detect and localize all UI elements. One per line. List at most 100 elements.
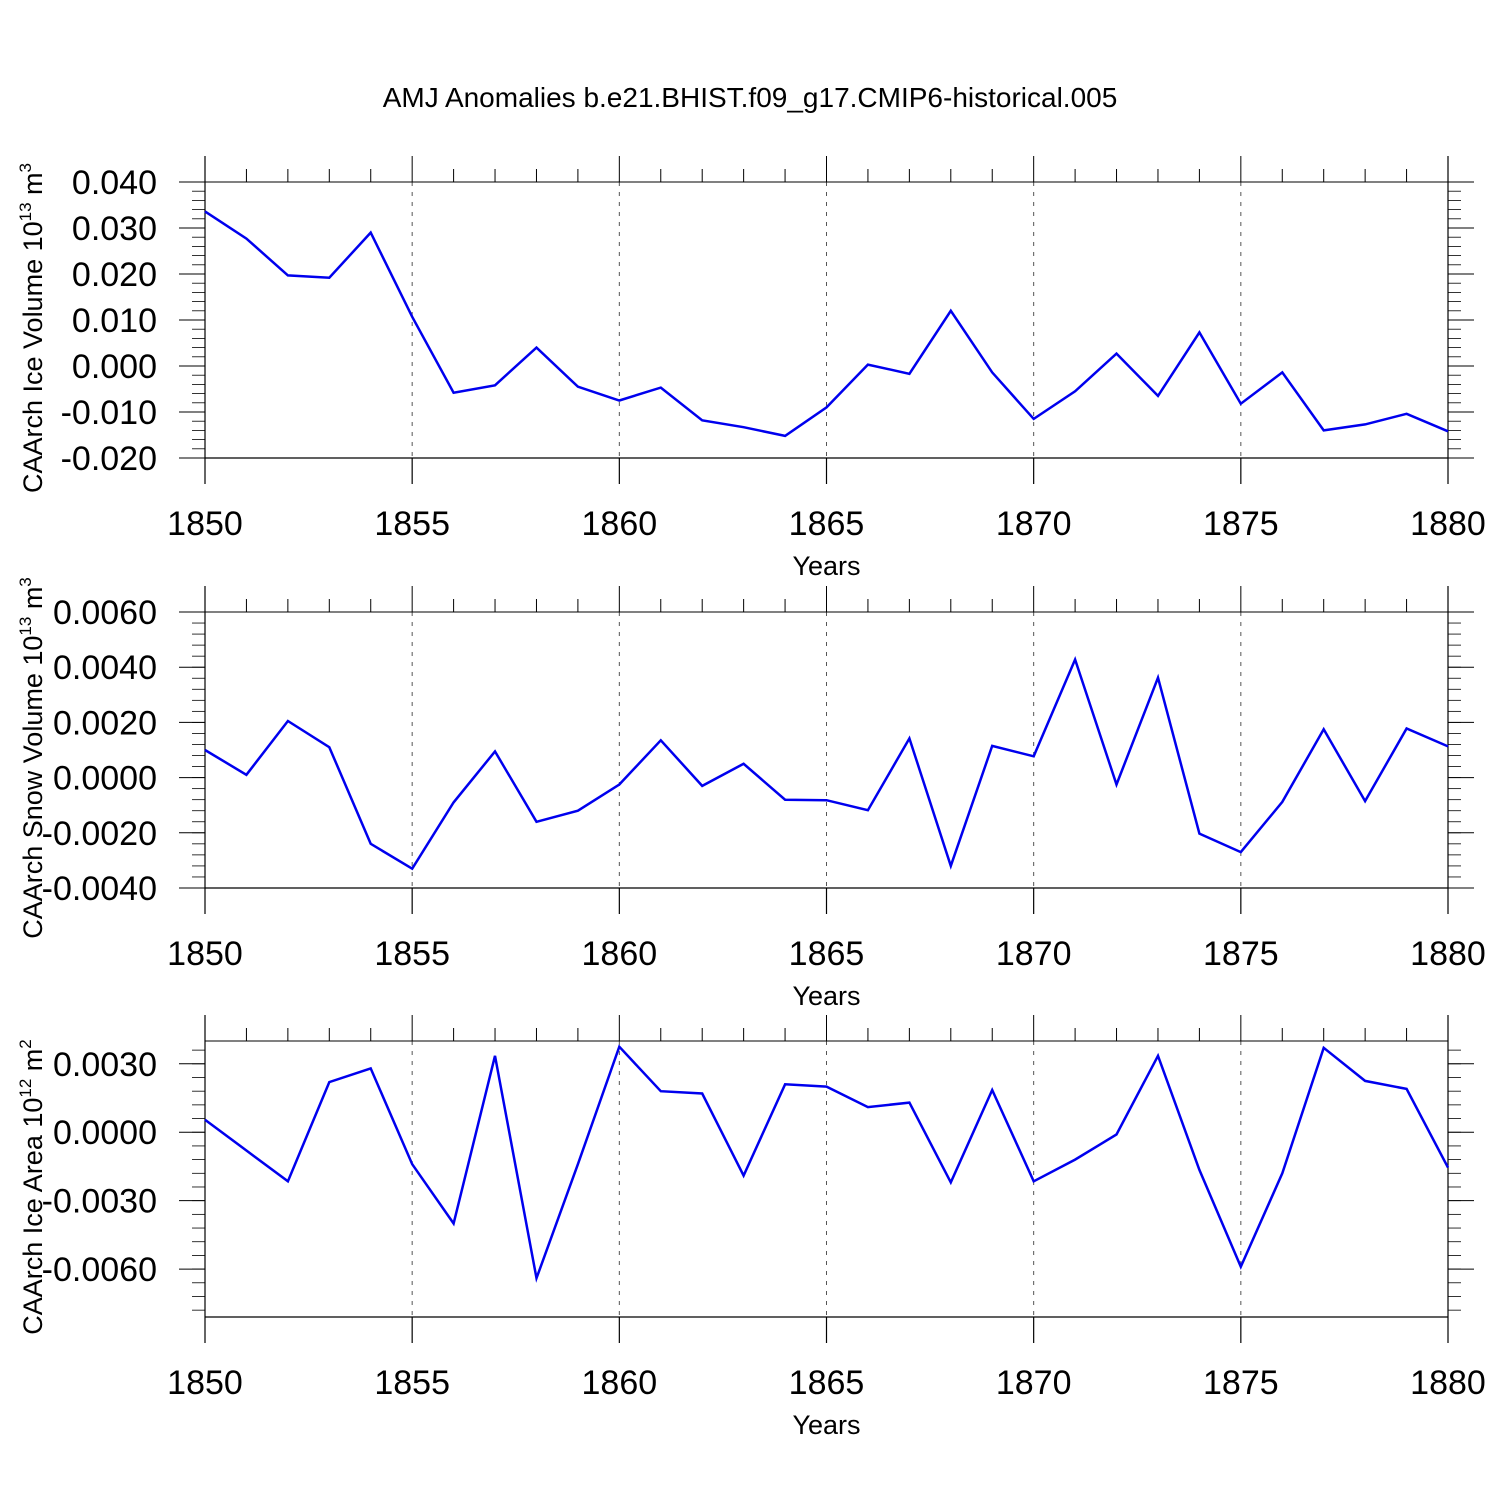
y-tick-label: 0.040 bbox=[72, 164, 157, 202]
y-tick-label: 0.0020 bbox=[53, 704, 157, 742]
data-point bbox=[1240, 403, 1242, 405]
data-point bbox=[577, 810, 579, 812]
data-point bbox=[1405, 1088, 1407, 1090]
y-tick-label: 0.0060 bbox=[53, 594, 157, 632]
data-point bbox=[1323, 728, 1325, 730]
data-point bbox=[991, 371, 993, 373]
y-axis-label-unit-exponent: 3 bbox=[16, 163, 35, 172]
y-tick-label: -0.010 bbox=[61, 394, 157, 432]
data-point bbox=[1323, 429, 1325, 431]
y-axis-label-unit: m bbox=[18, 1049, 48, 1079]
y-tick-label: -0.0040 bbox=[42, 870, 157, 908]
x-tick-label: 1875 bbox=[1203, 935, 1279, 973]
data-point bbox=[1157, 676, 1159, 678]
data-point bbox=[204, 749, 206, 751]
data-point bbox=[618, 399, 620, 401]
data-point bbox=[618, 1046, 620, 1048]
data-point bbox=[494, 384, 496, 386]
data-point bbox=[1447, 745, 1449, 747]
series-line bbox=[204, 1044, 1450, 1283]
y-axis-label: CAArch Snow Volume 1013 m3 bbox=[16, 577, 48, 939]
data-point bbox=[950, 1181, 952, 1183]
data-point bbox=[784, 435, 786, 437]
data-point bbox=[701, 785, 703, 787]
data-point bbox=[784, 798, 786, 800]
data-point bbox=[1032, 1180, 1034, 1182]
data-point bbox=[1323, 1047, 1325, 1049]
data-point bbox=[1198, 1169, 1200, 1171]
data-point bbox=[1157, 395, 1159, 397]
data-point bbox=[991, 745, 993, 747]
y-axis-label: CAArch Ice Area 1012 m2 bbox=[16, 1039, 48, 1335]
data-point bbox=[1032, 755, 1034, 757]
data-point bbox=[825, 406, 827, 408]
x-axis-label: Years bbox=[792, 981, 860, 1011]
data-point bbox=[950, 310, 952, 312]
y-axis-label-unit: m bbox=[18, 587, 48, 617]
y-axis-label-exponent: 12 bbox=[16, 1079, 35, 1098]
x-tick-label: 1870 bbox=[996, 505, 1072, 543]
data-point bbox=[742, 763, 744, 765]
data-point bbox=[535, 346, 537, 348]
data-point bbox=[1364, 800, 1366, 802]
x-tick-label: 1880 bbox=[1410, 505, 1486, 543]
data-point bbox=[825, 799, 827, 801]
data-point bbox=[701, 419, 703, 421]
x-tick-label: 1855 bbox=[374, 935, 450, 973]
y-tick-label: -0.0030 bbox=[42, 1183, 157, 1221]
x-tick-label: 1855 bbox=[374, 1364, 450, 1402]
data-point bbox=[908, 1101, 910, 1103]
data-point bbox=[370, 1067, 372, 1069]
data-point bbox=[1115, 352, 1117, 354]
y-axis-label: CAArch Ice Volume 1013 m3 bbox=[16, 163, 48, 493]
x-tick-label: 1880 bbox=[1410, 1364, 1486, 1402]
x-tick-label: 1865 bbox=[789, 935, 865, 973]
series-line bbox=[204, 655, 1449, 871]
chart-panel-3: 1850 1855 1860 1865 1870 1875 1880 Years 0.0030 0… bbox=[16, 1015, 1486, 1440]
data-point bbox=[618, 783, 620, 785]
x-tick-label: 1865 bbox=[789, 505, 865, 543]
x-tick-label: 1860 bbox=[582, 1364, 658, 1402]
data-point bbox=[287, 1180, 289, 1182]
y-axis-label-exponent: 13 bbox=[16, 617, 35, 636]
data-point bbox=[370, 231, 372, 233]
y-axis-label-text: CAArch Ice Area 10 bbox=[18, 1098, 48, 1335]
data-point bbox=[204, 1118, 206, 1120]
data-point bbox=[1364, 1080, 1366, 1082]
x-axis-label: Years bbox=[792, 551, 860, 581]
data-point bbox=[411, 867, 413, 869]
x-tick-label: 1860 bbox=[582, 935, 658, 973]
y-tick-label: -0.020 bbox=[61, 440, 157, 478]
data-point bbox=[991, 1089, 993, 1091]
data-point bbox=[1281, 1172, 1283, 1174]
data-point bbox=[1157, 1055, 1159, 1057]
chart-panel-2: 1850 1855 1860 1865 1870 1875 1880 Years 0.0060 0… bbox=[16, 577, 1486, 1011]
data-point bbox=[494, 1055, 496, 1057]
y-axis-label-unit: m bbox=[18, 172, 48, 202]
x-tick-label: 1855 bbox=[374, 505, 450, 543]
y-axis-label-text: CAArch Ice Volume 10 bbox=[18, 221, 48, 493]
x-tick-label: 1850 bbox=[167, 1364, 243, 1402]
data-point bbox=[1364, 423, 1366, 425]
data-point bbox=[1405, 413, 1407, 415]
x-tick-label: 1850 bbox=[167, 505, 243, 543]
y-axis-label-unit-exponent: 3 bbox=[16, 577, 35, 586]
data-point bbox=[908, 737, 910, 739]
data-point bbox=[535, 821, 537, 823]
y-tick-label: -0.0060 bbox=[42, 1251, 157, 1289]
data-point bbox=[328, 1081, 330, 1083]
data-point bbox=[867, 363, 869, 365]
data-point bbox=[1240, 1266, 1242, 1268]
data-point bbox=[1115, 1133, 1117, 1135]
data-point bbox=[370, 843, 372, 845]
y-tick-label: 0.030 bbox=[72, 210, 157, 248]
x-tick-label: 1875 bbox=[1203, 505, 1279, 543]
data-point bbox=[867, 809, 869, 811]
chart-panel-1: 1850 1855 1860 1865 1870 1875 1880 Years 0.040 0.… bbox=[16, 156, 1486, 581]
data-point bbox=[1198, 832, 1200, 834]
data-point bbox=[1115, 783, 1117, 785]
data-point bbox=[287, 720, 289, 722]
data-point bbox=[287, 274, 289, 276]
data-point bbox=[908, 373, 910, 375]
